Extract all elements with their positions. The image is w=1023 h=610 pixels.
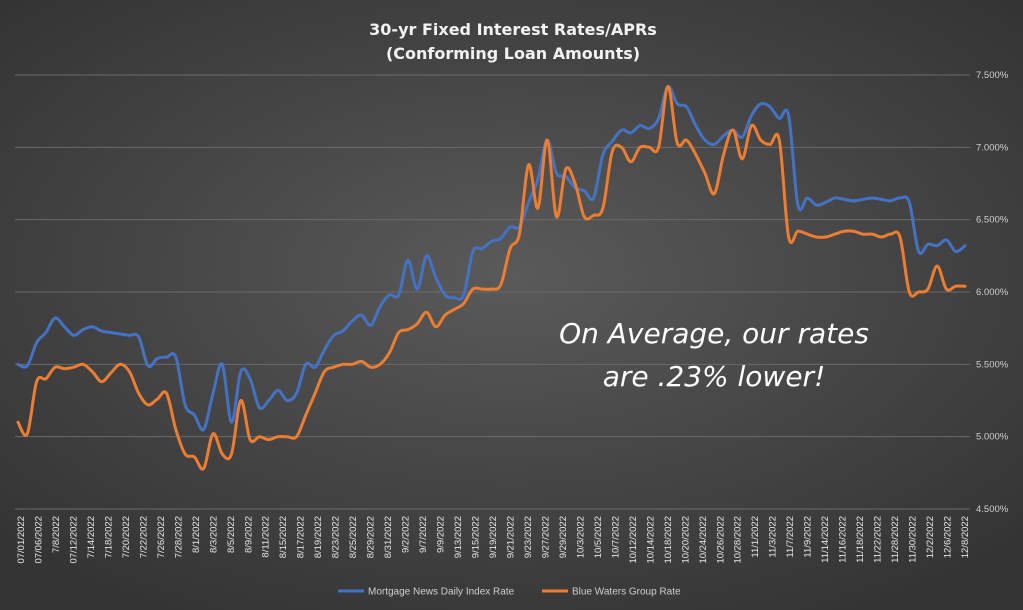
x-tick-label: 8/9/2022 xyxy=(243,516,254,553)
x-tick-label: 10/12/2022 xyxy=(628,516,639,564)
legend-label: Mortgage News Daily Index Rate xyxy=(368,587,515,598)
y-tick-label: 4.500% xyxy=(976,504,1009,515)
x-tick-label: 10/24/2022 xyxy=(698,516,709,564)
x-tick-label: 7/28/2022 xyxy=(173,516,184,558)
legend: Mortgage News Daily Index Rate Blue Water… xyxy=(338,587,681,598)
annotation-line-2: are .23% lower! xyxy=(603,360,826,393)
x-tick-label: 7/14/2022 xyxy=(86,516,97,558)
x-tick-label: 07/12/2022 xyxy=(68,516,79,564)
y-tick-label: 6.500% xyxy=(976,215,1009,226)
x-tick-label: 07/06/2022 xyxy=(33,516,44,564)
series-line-mortgage-news-daily xyxy=(16,85,967,432)
x-tick-label: 8/23/2022 xyxy=(331,516,342,558)
y-tick-label: 7.500% xyxy=(976,70,1009,81)
x-tick-label: 10/7/2022 xyxy=(610,516,621,558)
x-tick-label: 10/3/2022 xyxy=(575,516,586,558)
x-tick-label: 10/26/2022 xyxy=(715,516,726,564)
x-tick-label: 9/19/2022 xyxy=(488,516,499,558)
x-tick-label: 7/18/2022 xyxy=(103,516,114,558)
x-tick-label: 10/14/2022 xyxy=(645,516,656,564)
x-tick-label: 11/18/2022 xyxy=(855,516,866,563)
x-tick-label: 9/27/2022 xyxy=(540,516,551,558)
x-tick-label: 8/15/2022 xyxy=(278,516,289,558)
legend-label: Blue Waters Group Rate xyxy=(572,587,681,598)
x-tick-label: 8/29/2022 xyxy=(366,516,377,558)
x-tick-label: 10/18/2022 xyxy=(663,516,674,564)
x-tick-label: 8/3/2022 xyxy=(208,516,219,553)
x-tick-label: 12/6/2022 xyxy=(943,516,954,558)
x-tick-label: 11/14/2022 xyxy=(820,516,831,563)
y-tick-label: 5.500% xyxy=(976,359,1009,370)
x-tick-label: 9/9/2022 xyxy=(436,516,447,553)
annotation-line-1: On Average, our rates xyxy=(559,317,869,350)
x-tick-label: 11/22/2022 xyxy=(873,516,884,563)
y-tick-label: 7.000% xyxy=(976,142,1009,153)
x-tick-label: 8/25/2022 xyxy=(348,516,359,558)
x-tick-label: 7/8/2022 xyxy=(51,516,62,553)
x-tick-label: 9/29/2022 xyxy=(558,516,569,558)
x-tick-label: 07/01/2022 xyxy=(16,516,27,564)
y-axis-ticks: 4.500% 5.000% 5.500% 6.000% 6.500% 7.000% 7.50… xyxy=(976,70,1009,515)
x-tick-label: 9/13/2022 xyxy=(453,516,464,558)
gridlines xyxy=(15,74,970,510)
x-tick-label: 11/7/2022 xyxy=(785,516,796,558)
x-tick-label: 11/30/2022 xyxy=(908,516,919,563)
x-tick-label: 11/16/2022 xyxy=(838,516,849,563)
series-lines xyxy=(16,85,967,471)
x-tick-label: 7/22/2022 xyxy=(138,516,149,558)
x-tick-label: 11/9/2022 xyxy=(803,516,814,558)
x-tick-label: 9/2/2022 xyxy=(401,516,412,553)
x-tick-label: 9/21/2022 xyxy=(505,516,516,558)
x-tick-label: 8/1/2022 xyxy=(191,516,202,553)
x-tick-label: 9/23/2022 xyxy=(523,516,534,558)
x-tick-label: 10/5/2022 xyxy=(593,516,604,558)
x-tick-label: 10/20/2022 xyxy=(680,516,691,564)
x-tick-label: 11/3/2022 xyxy=(768,516,779,558)
x-tick-label: 8/17/2022 xyxy=(296,516,307,558)
x-tick-label: 7/26/2022 xyxy=(156,516,167,558)
x-tick-label: 8/11/2022 xyxy=(261,516,272,558)
x-tick-label: 12/2/2022 xyxy=(925,516,936,558)
x-axis-ticks: 07/01/2022 07/06/2022 7/8/2022 07/12/2022 7/… xyxy=(16,516,971,564)
y-tick-label: 6.000% xyxy=(976,287,1009,298)
y-tick-label: 5.000% xyxy=(976,432,1009,443)
x-tick-label: 9/15/2022 xyxy=(471,516,482,558)
x-tick-label: 8/19/2022 xyxy=(313,516,324,558)
x-tick-label: 11/28/2022 xyxy=(890,516,901,563)
x-tick-label: 9/7/2022 xyxy=(418,516,429,553)
x-tick-label: 7/20/2022 xyxy=(121,516,132,558)
series-line-blue-waters-group xyxy=(16,85,967,471)
chart-title-line-1: 30-yr Fixed Interest Rates/APRs xyxy=(369,20,657,39)
x-tick-label: 10/28/2022 xyxy=(733,516,744,564)
x-tick-label: 12/8/2022 xyxy=(960,516,971,558)
chart-title-line-2: (Conforming Loan Amounts) xyxy=(386,44,640,63)
x-tick-label: 8/5/2022 xyxy=(226,516,237,553)
x-tick-label: 8/31/2022 xyxy=(383,516,394,558)
x-tick-label: 11/1/2022 xyxy=(750,516,761,558)
